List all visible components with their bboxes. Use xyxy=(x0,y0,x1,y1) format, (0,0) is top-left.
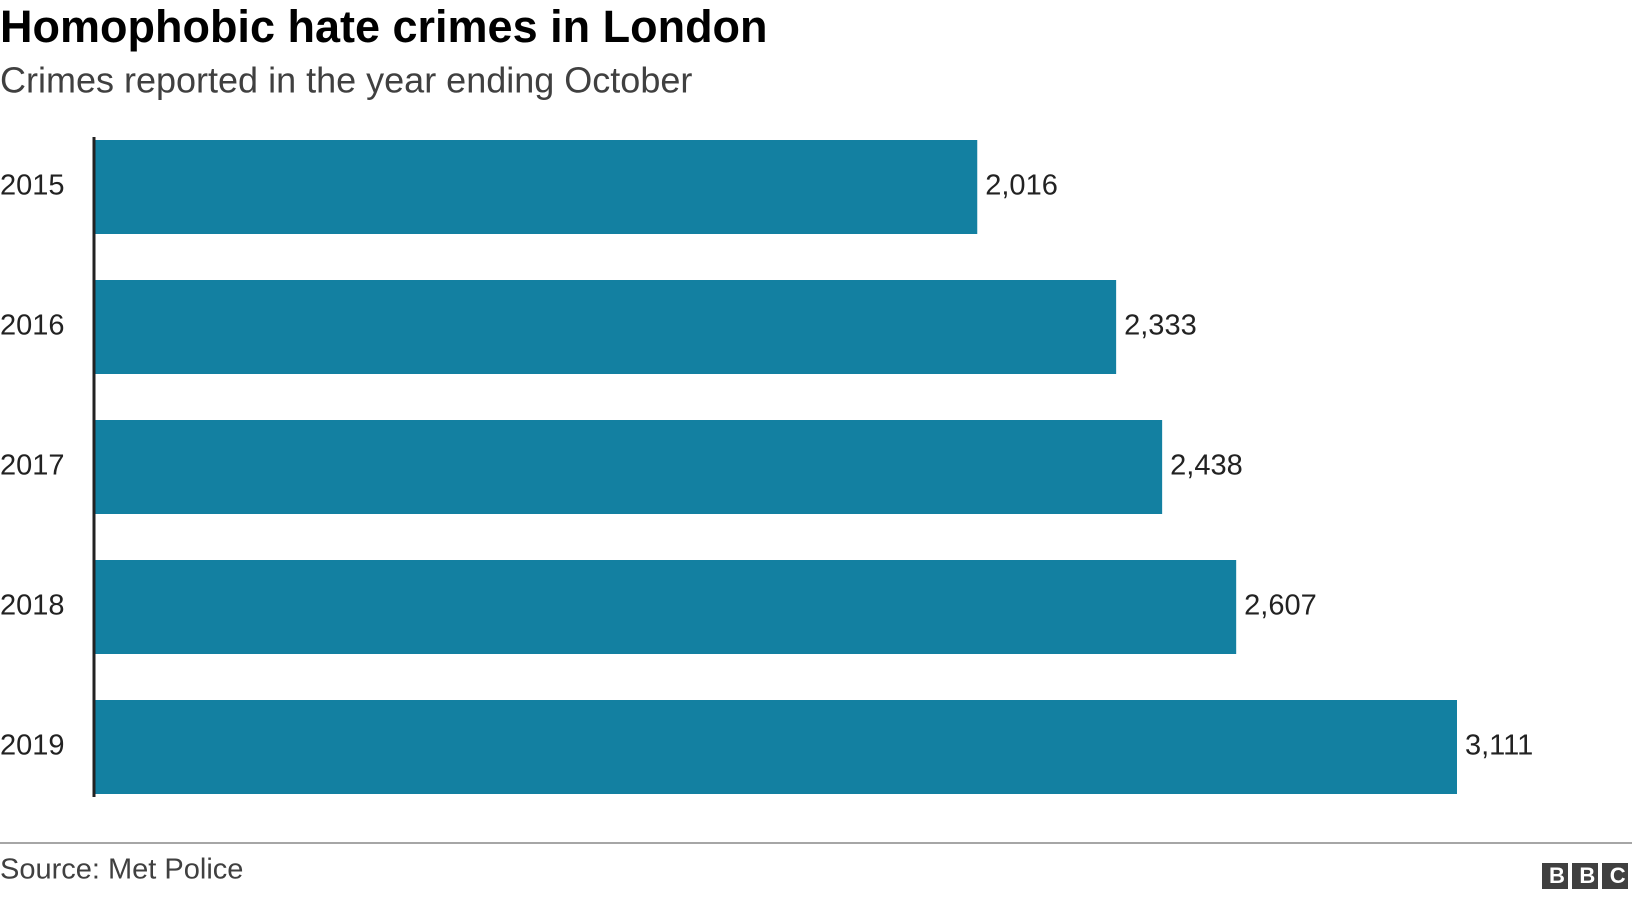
bar xyxy=(94,420,1163,514)
logo: BBC xyxy=(1542,863,1632,889)
logo-box xyxy=(1602,863,1628,889)
bar xyxy=(94,280,1117,374)
bar xyxy=(94,700,1457,794)
chart-title: Homophobic hate crimes in London xyxy=(0,1,768,52)
y-tick-label: 2019 xyxy=(0,730,65,762)
logo-box xyxy=(1542,863,1568,889)
logo-text: BBC xyxy=(1549,863,1632,888)
value-label: 2,333 xyxy=(1124,310,1197,342)
y-tick-label: 2016 xyxy=(0,310,65,342)
value-label: 2,016 xyxy=(985,170,1058,202)
bar xyxy=(94,560,1237,654)
chart-subtitle: Crimes reported in the year ending Octob… xyxy=(0,60,692,101)
value-label: 2,438 xyxy=(1170,450,1243,482)
bar xyxy=(94,140,978,234)
y-tick-label: 2018 xyxy=(0,590,65,622)
value-label: 3,111 xyxy=(1465,730,1533,762)
y-tick-label: 2015 xyxy=(0,170,65,202)
source: Source: Met Police xyxy=(0,854,243,886)
value-label: 2,607 xyxy=(1244,590,1317,622)
logo-box xyxy=(1572,863,1598,889)
y-tick-label: 2017 xyxy=(0,450,65,482)
